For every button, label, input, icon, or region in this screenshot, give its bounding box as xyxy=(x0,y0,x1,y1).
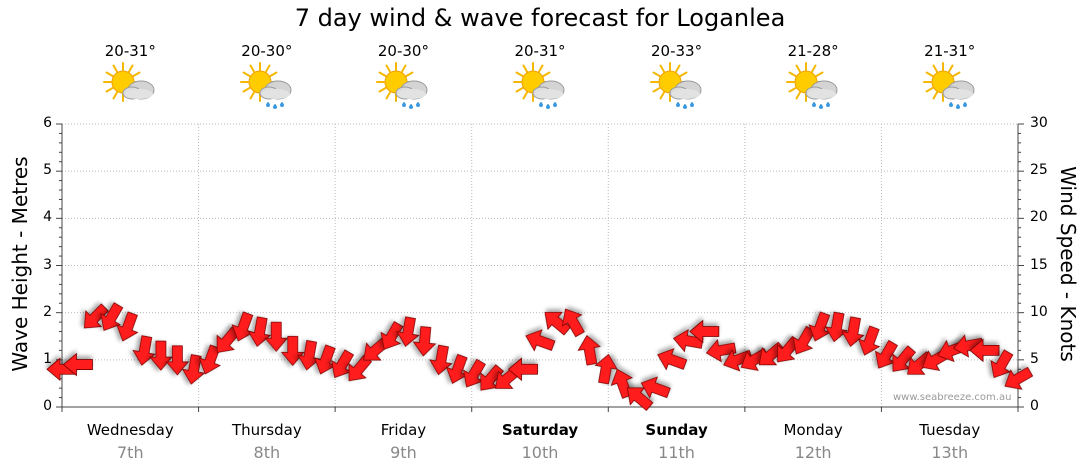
y-tick-label-left: 6 xyxy=(43,115,52,131)
wind-arrow xyxy=(100,302,124,331)
wind-arrow xyxy=(525,329,556,352)
wind-arrow xyxy=(165,345,190,376)
day-name: Sunday xyxy=(645,421,708,439)
temperature-range: 21-31° xyxy=(924,42,976,60)
wind-arrow xyxy=(689,319,720,344)
wind-arrow xyxy=(875,339,899,369)
y-tick-label-right: 10 xyxy=(1030,303,1048,320)
y-tick-label-right: 25 xyxy=(1030,162,1048,179)
day-date: 8th xyxy=(253,443,281,462)
wind-arrow xyxy=(824,311,849,343)
y-tick-label-left: 3 xyxy=(43,256,52,273)
sun-cloud-rain-icon xyxy=(649,62,702,109)
y-tick-label-right: 15 xyxy=(1030,256,1048,273)
day-date: 12th xyxy=(794,443,832,462)
wind-arrows xyxy=(46,302,1034,411)
wind-arrow xyxy=(480,364,504,391)
y-tick-label-right: 20 xyxy=(1030,209,1048,226)
wind-arrow xyxy=(990,349,1014,379)
wind-arrow xyxy=(892,345,917,372)
wind-arrow xyxy=(396,316,420,347)
y-tick-label-right: 5 xyxy=(1030,350,1039,367)
wind-arrow xyxy=(657,348,688,371)
temperature-range: 20-30° xyxy=(377,42,429,60)
wind-arrow xyxy=(280,335,305,367)
y-tick-label-left: 0 xyxy=(43,398,52,414)
day-forecast-header: 20-31° xyxy=(485,40,595,112)
wind-arrow xyxy=(507,357,538,382)
wind-arrow xyxy=(445,353,469,384)
wind-arrow xyxy=(462,358,486,388)
day-forecast-header: 21-28° xyxy=(758,40,868,112)
wind-arrow xyxy=(264,321,289,352)
chart-title: 7 day wind & wave forecast for Loganlea xyxy=(294,4,786,32)
wind-arrow xyxy=(231,311,254,342)
wind-arrow xyxy=(348,354,373,382)
day-date: 11th xyxy=(658,443,695,462)
y-tick-label-left: 5 xyxy=(43,162,52,179)
wind-arrow xyxy=(116,311,139,342)
day-date: 7th xyxy=(116,443,144,462)
wind-arrow xyxy=(216,326,241,353)
wind-arrow xyxy=(792,325,816,355)
wind-arrow xyxy=(857,325,881,356)
credit-text: www.seabreeze.com.au xyxy=(893,392,1012,403)
wind-arrow xyxy=(62,352,93,377)
axes xyxy=(56,123,1024,412)
wind-arrow xyxy=(132,335,156,366)
sun-cloud-rain-icon xyxy=(239,62,292,109)
day-forecast-header: 21-31° xyxy=(895,40,1005,112)
day-forecast-header: 20-30° xyxy=(348,40,458,112)
y-tick-label-right: 30 xyxy=(1030,115,1048,131)
day-name: Tuesday xyxy=(919,421,981,439)
wind-arrow xyxy=(544,311,571,336)
day-name: Friday xyxy=(380,421,427,439)
wind-arrow xyxy=(247,316,272,347)
wind-arrow xyxy=(380,321,404,350)
wind-arrow xyxy=(561,308,585,338)
temperature-range: 20-31° xyxy=(104,42,156,60)
wind-arrow xyxy=(83,303,109,329)
day-forecast-header: 20-31° xyxy=(75,40,185,112)
day-name: Monday xyxy=(783,421,843,439)
y-tick-label-left: 2 xyxy=(43,303,52,320)
day-date: 13th xyxy=(931,443,969,462)
day-forecast-header: 20-30° xyxy=(212,40,322,112)
sun-cloud-rain-icon xyxy=(922,62,975,109)
sun-cloud-rain-icon xyxy=(513,62,565,109)
wind-arrow xyxy=(626,387,654,411)
wind-arrow xyxy=(198,344,221,375)
day-name: Wednesday xyxy=(86,421,174,439)
day-name: Saturday xyxy=(501,421,579,439)
wind-arrow xyxy=(594,353,618,385)
wind-arrow xyxy=(953,334,984,358)
wind-arrow xyxy=(640,376,671,399)
y-tick-label-left: 1 xyxy=(43,350,52,367)
sun-cloud-rain-icon xyxy=(786,62,838,109)
wind-arrow xyxy=(577,335,601,366)
temperature-range: 20-31° xyxy=(514,42,566,60)
temperature-range: 21-28° xyxy=(787,42,839,60)
y-tick-label-left: 4 xyxy=(43,209,52,226)
day-forecast-header: 20-33° xyxy=(622,40,732,112)
wind-arrow xyxy=(314,344,337,375)
wind-arrow xyxy=(331,349,355,379)
wind-arrow xyxy=(808,311,831,342)
wind-arrow xyxy=(969,338,1000,363)
day-name: Thursday xyxy=(231,421,302,439)
temperature-range: 20-33° xyxy=(651,42,703,60)
day-date: 10th xyxy=(521,443,559,462)
sun-cloud-icon xyxy=(103,62,155,102)
wind-arrow xyxy=(1004,366,1034,390)
wind-arrow xyxy=(181,354,206,385)
wind-arrow xyxy=(149,340,173,371)
wind-arrow xyxy=(412,326,437,357)
wind-arrow xyxy=(705,338,737,363)
temperature-range: 20-30° xyxy=(241,42,293,60)
y-tick-label-right: 0 xyxy=(1030,398,1039,414)
day-date: 9th xyxy=(390,443,417,462)
sun-cloud-rain-icon xyxy=(376,62,428,109)
